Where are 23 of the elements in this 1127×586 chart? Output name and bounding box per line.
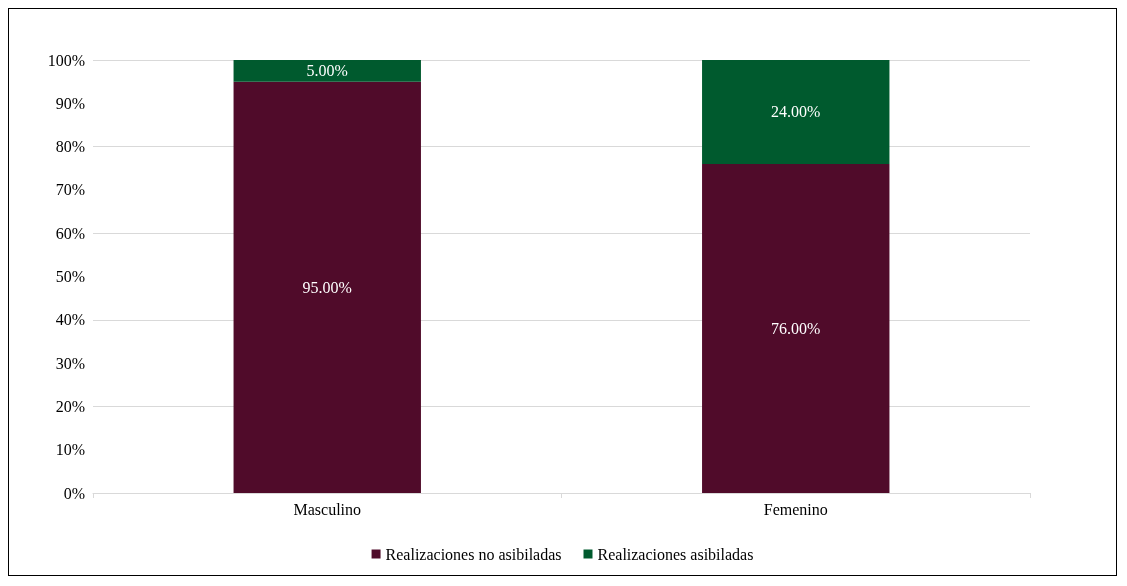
y-tick-label: 20% bbox=[55, 397, 85, 415]
y-tick-label: 0% bbox=[63, 484, 85, 502]
legend-label: Realizaciones no asibiladas bbox=[385, 545, 562, 563]
data-label: 95.00% bbox=[302, 278, 352, 296]
y-tick-label: 10% bbox=[55, 441, 85, 459]
y-tick-label: 60% bbox=[55, 224, 85, 242]
y-tick-label: 100% bbox=[47, 51, 85, 69]
y-tick-label: 90% bbox=[55, 94, 85, 112]
y-tick-label: 40% bbox=[55, 311, 85, 329]
bar bbox=[702, 163, 890, 493]
y-tick-label: 30% bbox=[55, 354, 85, 372]
y-tick-label: 50% bbox=[55, 268, 85, 285]
y-tick-label: 80% bbox=[55, 138, 85, 156]
bar bbox=[702, 60, 890, 164]
legend-label: Realizaciones asibiladas bbox=[597, 545, 754, 563]
data-label: 24.00% bbox=[771, 103, 821, 121]
bar bbox=[233, 60, 421, 82]
bar bbox=[233, 81, 421, 493]
data-label: 76.00% bbox=[771, 319, 821, 337]
x-tick-label: Masculino bbox=[293, 500, 362, 518]
data-label: 5.00% bbox=[306, 62, 348, 80]
x-tick-label: Femenino bbox=[763, 500, 828, 518]
y-tick-label: 70% bbox=[55, 181, 85, 199]
